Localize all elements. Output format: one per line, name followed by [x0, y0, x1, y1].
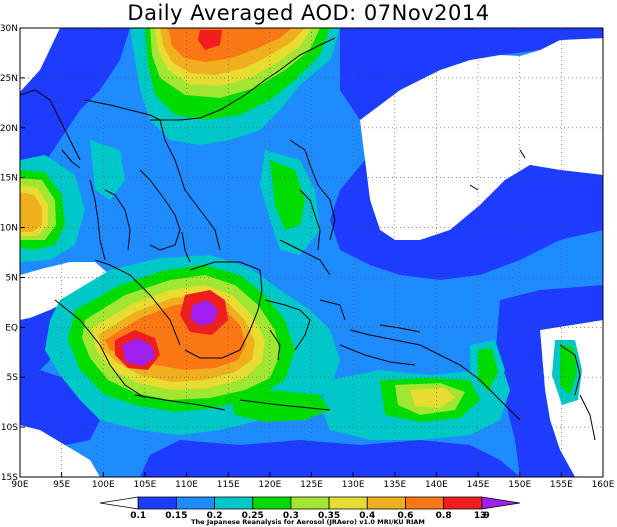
aod-band-blue-1 — [20, 28, 130, 175]
x-tick-label: 115E — [217, 480, 240, 490]
colorbar-label: 1.9 — [474, 511, 490, 521]
aod-band-green-8 — [560, 345, 577, 395]
aod-band-red-1 — [198, 30, 222, 50]
colorbar-label: 0.25 — [242, 511, 264, 521]
aod-band-green-7 — [478, 348, 498, 392]
aod-band-blue-5 — [495, 285, 603, 477]
y-tick-label: 20N — [0, 124, 18, 134]
x-tick-label: 150E — [508, 480, 531, 490]
colorbar-label: 0.4 — [359, 511, 375, 521]
colorbar-swatch — [137, 496, 177, 510]
colorbar: 0.1 0.15 0.2 0.25 0.3 0.35 0.4 0.6 0.8 1.93 — [99, 496, 521, 521]
aod-band-blue-2 — [340, 28, 603, 120]
colorbar-label: 0.6 — [397, 511, 413, 521]
aod-low-region-bay — [20, 262, 110, 320]
colorbar-label: 0.8 — [436, 511, 452, 521]
colorbar-swatch — [290, 496, 330, 510]
y-tick-label: 10S — [1, 423, 18, 433]
aod-band-blue-3 — [330, 160, 603, 280]
map-title: Daily Averaged AOD: 07Nov2014 — [127, 1, 490, 25]
y-tick-label: EQ — [5, 323, 18, 333]
y-tick-label: 10N — [0, 224, 18, 234]
colorbar-label: 3 — [480, 511, 486, 521]
aod-band-purple-1 — [122, 338, 155, 366]
y-tick-label: 30N — [0, 24, 18, 34]
colorbar-label: 0.3 — [283, 511, 299, 521]
colorbar-swatch — [481, 496, 521, 510]
x-tick-label: 90E — [11, 480, 28, 490]
aod-band-amber-1 — [20, 192, 42, 232]
colorbar-swatch — [175, 496, 215, 510]
credit-text: The Japanese Reanalysis for Aerosol (JRA… — [191, 518, 425, 526]
coastlines — [20, 37, 596, 441]
aod-low-region-northwest — [20, 28, 60, 92]
x-tick-label: 100E — [92, 480, 115, 490]
grid-lines — [20, 28, 603, 477]
colorbar-swatch — [328, 496, 368, 510]
x-tick-label: 140E — [425, 480, 448, 490]
x-tick-label: 135E — [383, 480, 406, 490]
x-tick-label: 130E — [342, 480, 365, 490]
aod-low-region-southwest — [20, 425, 100, 477]
colorbar-label: 0.15 — [165, 511, 187, 521]
x-tick-label: 105E — [133, 480, 156, 490]
aod-band-green-5 — [230, 390, 330, 422]
y-tick-label: 15N — [0, 174, 18, 184]
aod-band-blue-6 — [20, 370, 100, 445]
aod-band-cyan-3 — [90, 140, 125, 200]
x-tick-label: 155E — [550, 480, 573, 490]
colorbar-label: 0.35 — [318, 511, 340, 521]
x-tick-label: 120E — [258, 480, 281, 490]
colorbar-swatch — [252, 496, 292, 510]
x-tick-label: 125E — [300, 480, 323, 490]
colorbar-swatch — [214, 496, 254, 510]
colorbar-swatch — [99, 496, 139, 510]
x-tick-label: 110E — [175, 480, 198, 490]
colorbar-swatch — [366, 496, 406, 510]
colorbar-swatch — [443, 496, 483, 510]
x-tick-label: 145E — [467, 480, 490, 490]
x-tick-label: 160E — [592, 480, 615, 490]
y-tick-label: 5N — [6, 273, 18, 283]
aod-low-region-pacific — [360, 38, 603, 240]
colorbar-label: 0.1 — [130, 511, 146, 521]
colorbar-swatch — [405, 496, 445, 510]
aod-band-blue-7 — [140, 440, 520, 477]
x-tick-label: 95E — [53, 480, 70, 490]
y-tick-label: 5S — [7, 373, 19, 383]
colorbar-label: 0.2 — [207, 511, 223, 521]
aod-band-yellow-4 — [410, 388, 455, 408]
y-tick-label: 15S — [1, 473, 18, 483]
aod-band-purple-2 — [190, 300, 218, 326]
y-tick-label: 25N — [0, 74, 18, 84]
